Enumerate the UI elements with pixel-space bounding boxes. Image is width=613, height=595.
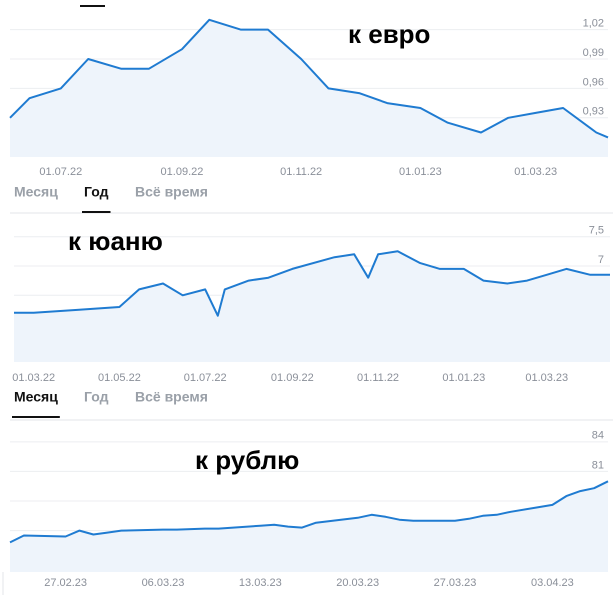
tab[interactable]: Месяц: [14, 184, 58, 200]
y-tick-label: 0,93: [583, 106, 604, 118]
x-tick-label: 27.03.23: [434, 577, 477, 589]
x-tick-label: 01.07.22: [39, 166, 82, 178]
x-tick-label: 01.05.22: [98, 372, 141, 384]
x-tick-label: 01.11.22: [280, 166, 322, 178]
x-tick-label: 01.07.22: [184, 372, 227, 384]
y-tick-label: 1,02: [583, 18, 604, 30]
tab[interactable]: Всё время: [135, 184, 208, 200]
y-tick-label: 7: [598, 254, 604, 266]
x-tick-label: 20.03.23: [336, 577, 379, 589]
tab[interactable]: Месяц: [14, 389, 58, 405]
x-tick-label: 13.03.23: [239, 577, 282, 589]
chart-title: к евро: [348, 19, 430, 49]
tab[interactable]: Год: [84, 184, 109, 200]
chart-title: к юаню: [68, 226, 163, 256]
x-tick-label: 01.03.23: [514, 166, 557, 178]
x-tick-label: 06.03.23: [142, 577, 185, 589]
line: [9, 480, 609, 544]
area-fill: [10, 19, 608, 157]
x-tick-label: 01.11.22: [357, 372, 399, 384]
x-tick-label: 01.09.22: [161, 166, 204, 178]
x-tick-label: 03.04.23: [531, 577, 574, 589]
line: [14, 250, 610, 317]
x-tick-label: 01.09.22: [271, 372, 314, 384]
y-tick-label: 7,5: [589, 225, 604, 237]
x-tick-label: 01.01.23: [399, 166, 442, 178]
area-fill: [10, 481, 608, 572]
tab[interactable]: Год: [84, 389, 109, 405]
tab[interactable]: Всё время: [135, 389, 208, 405]
y-tick-label: 0,99: [583, 47, 604, 59]
chart-title: к рублю: [195, 445, 299, 475]
x-tick-label: 01.03.22: [12, 372, 55, 384]
y-tick-label: 81: [592, 459, 604, 471]
y-tick-label: 84: [592, 430, 604, 442]
x-tick-label: 27.02.23: [44, 577, 87, 589]
x-tick-label: 01.03.23: [525, 372, 568, 384]
x-tick-label: 01.01.23: [442, 372, 485, 384]
line: [9, 18, 609, 139]
y-tick-label: 0,96: [583, 76, 604, 88]
area-fill: [14, 251, 610, 362]
